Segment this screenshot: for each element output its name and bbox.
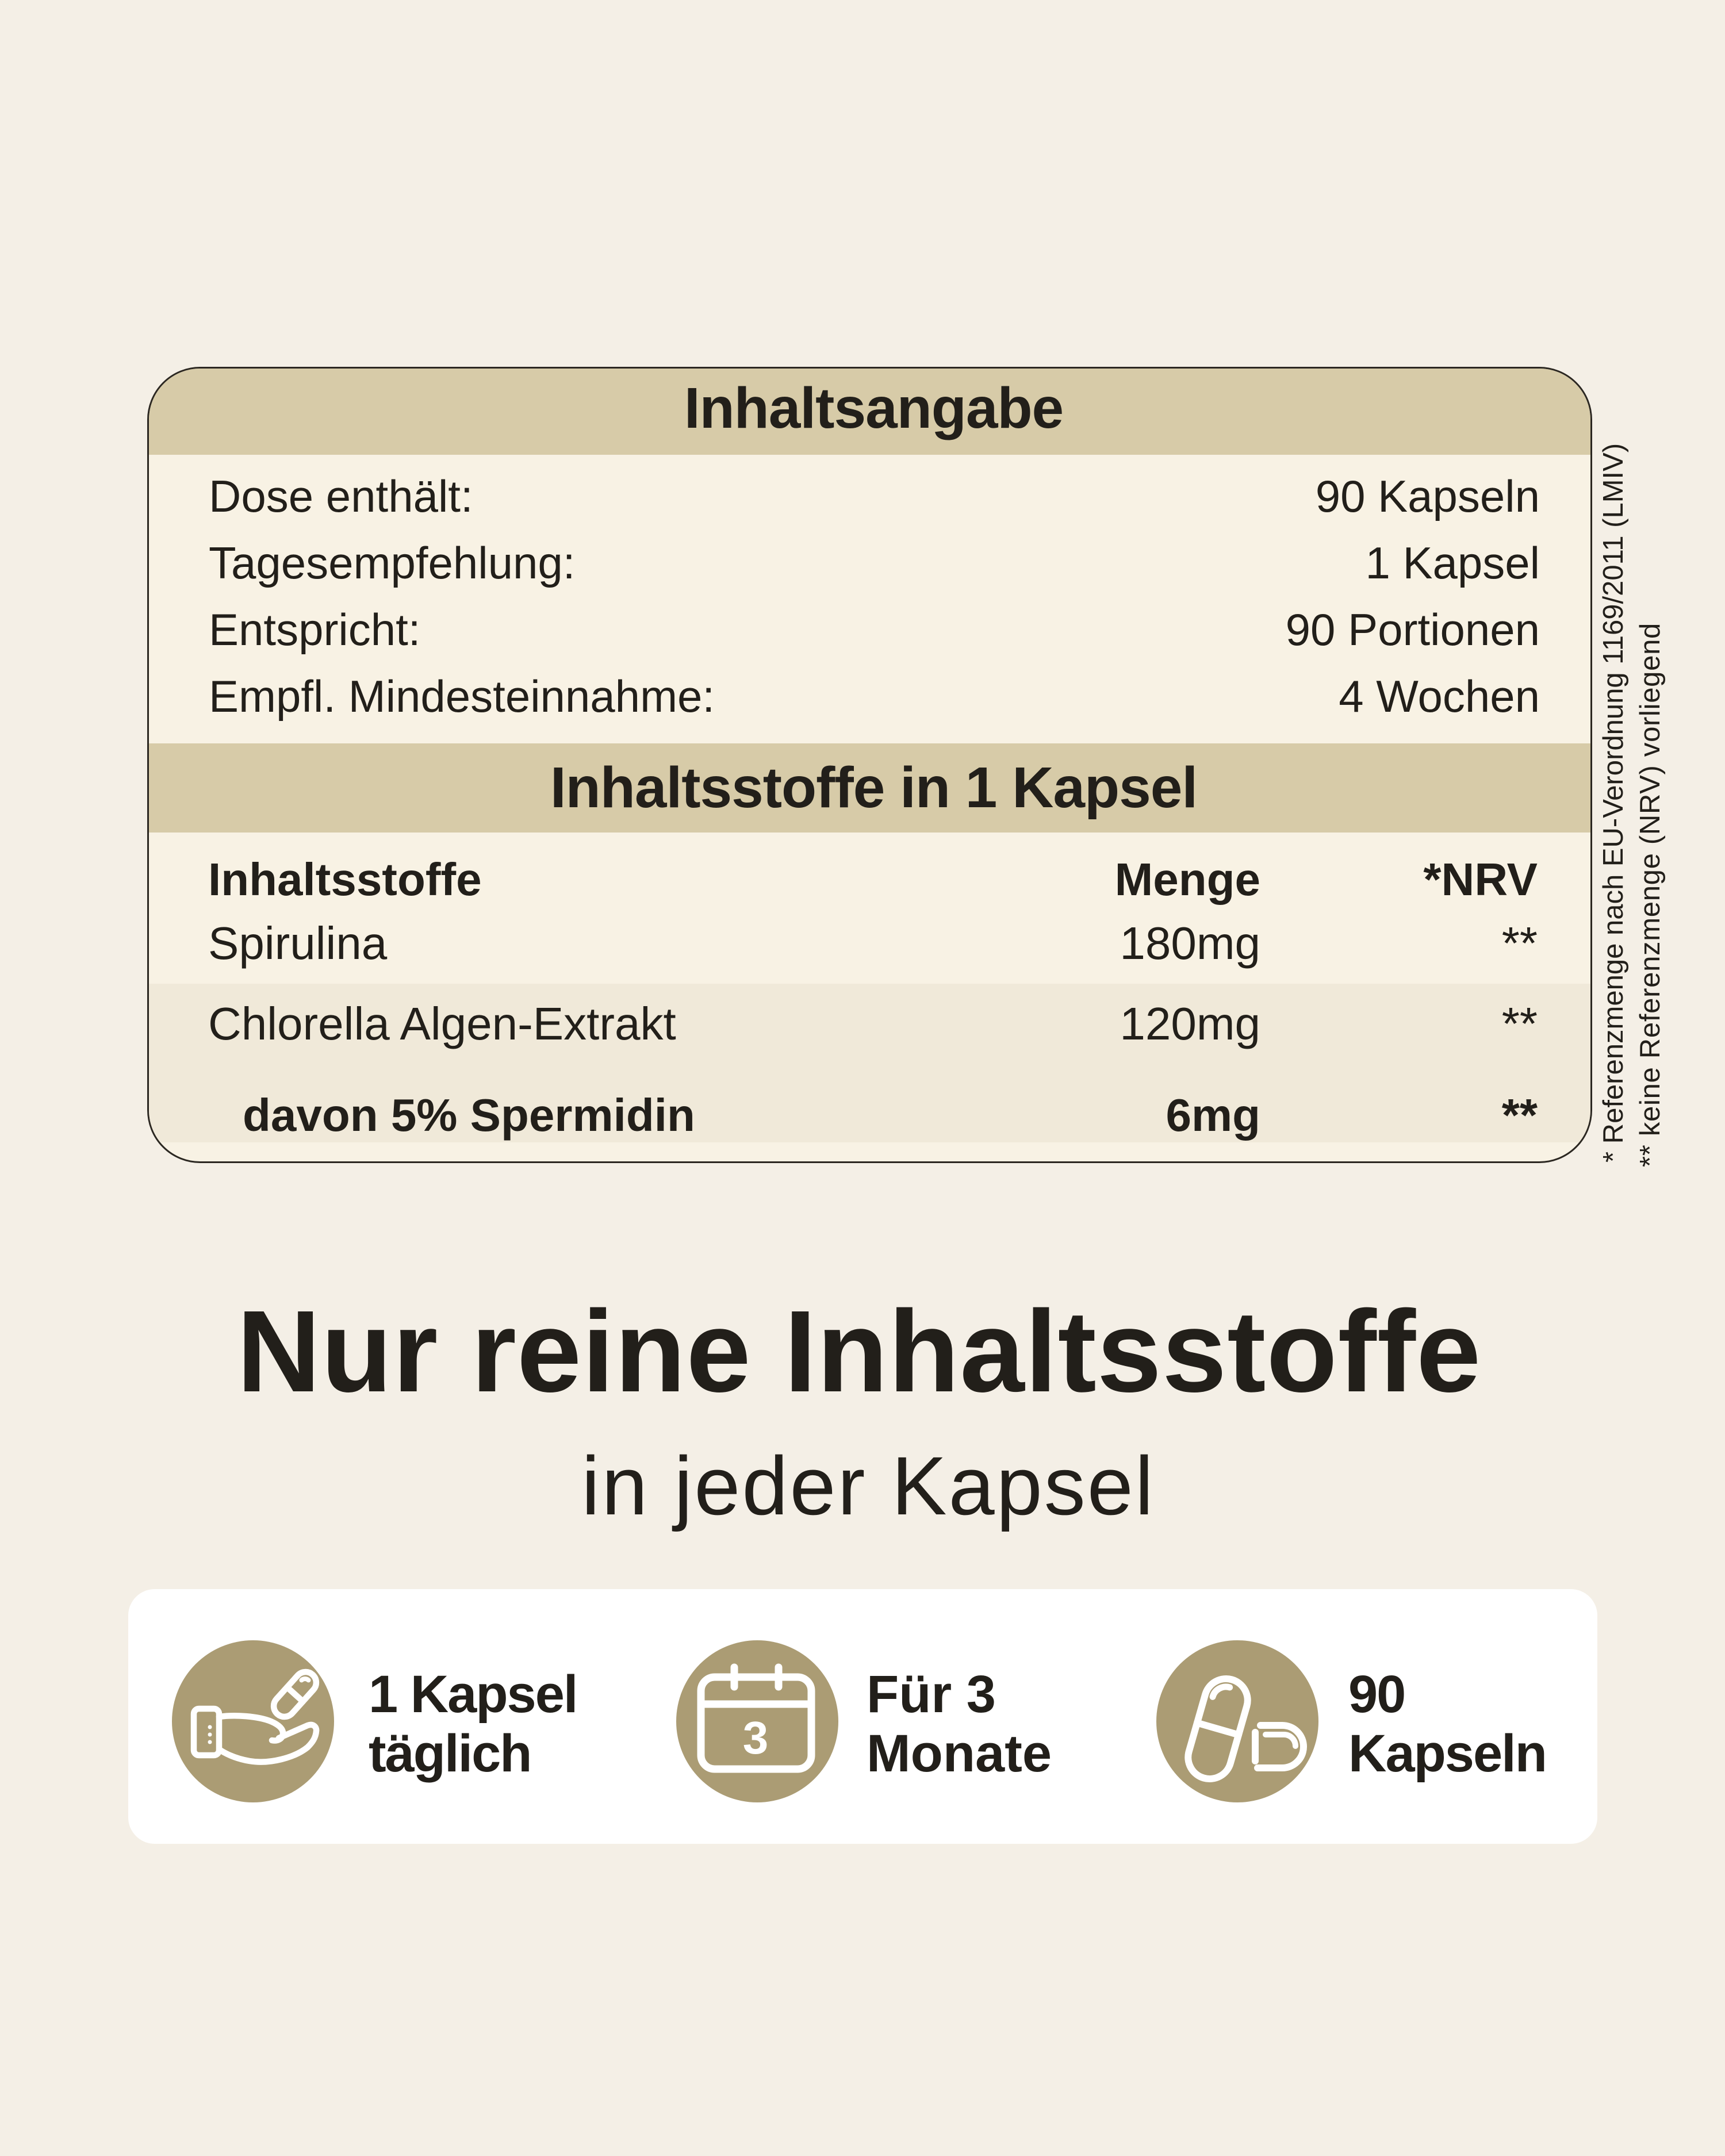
svg-text:3: 3 (743, 1712, 769, 1763)
